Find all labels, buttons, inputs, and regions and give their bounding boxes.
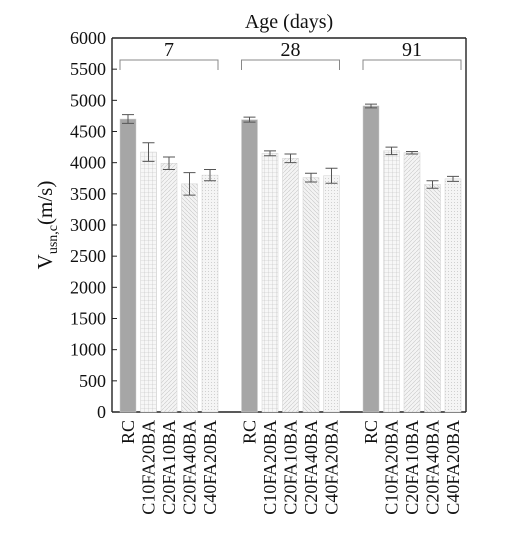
y-tick-label: 5500 — [70, 59, 106, 79]
bar — [403, 152, 421, 413]
x-tick-label: C10FA20BA — [382, 420, 402, 515]
age-group-label: 7 — [164, 39, 174, 61]
y-tick-label: 1500 — [70, 309, 106, 329]
bars — [119, 105, 462, 413]
y-tick-label: 2000 — [70, 277, 106, 297]
bar — [383, 150, 400, 413]
bar — [160, 163, 178, 413]
error-bar — [426, 180, 439, 189]
error-bar — [204, 169, 216, 182]
age-group-label: 91 — [402, 39, 422, 61]
chart-title: Age (days) — [245, 11, 333, 33]
bar — [119, 118, 137, 413]
bar — [261, 153, 279, 413]
x-tick-label: C40FA20BA — [443, 420, 463, 515]
y-axis-title-main: V — [33, 254, 57, 269]
error-bar — [305, 172, 317, 183]
error-bar — [325, 167, 338, 184]
error-bar — [183, 172, 196, 196]
error-bars — [122, 103, 459, 196]
age-group-label: 28 — [281, 39, 301, 61]
error-bar — [163, 156, 175, 171]
y-axis-title: Vusn,c(m/s) — [33, 181, 61, 270]
age-brackets: 7 28 91 — [119, 39, 462, 70]
x-tick-label: C10FA20BA — [260, 420, 280, 515]
x-tick-label: C20FA10BA — [402, 420, 422, 515]
error-bar — [447, 175, 459, 182]
x-tick-labels: RC C10FA20BA C20FA10BA C20FA40BA C40FA20BA RC… — [118, 420, 463, 515]
x-tick-label: RC — [361, 420, 381, 444]
y-tick-label: 4000 — [70, 153, 106, 173]
x-tick-label: C20FA40BA — [423, 420, 443, 515]
x-tick-label: C40FA20BA — [322, 420, 342, 515]
y-axis-title-subscript: usn,c — [46, 225, 61, 254]
y-ticks: 0 500 1000 1500 2000 2500 3000 3500 4000 4500 5000… — [70, 28, 117, 422]
x-tick-label: C20FA10BA — [281, 420, 301, 515]
y-axis-title-unit: (m/s) — [33, 181, 57, 225]
y-tick-label: 1000 — [70, 340, 106, 360]
y-tick-label: 2500 — [70, 246, 106, 266]
error-bar — [243, 116, 256, 123]
age-bracket — [241, 59, 340, 70]
bar — [241, 119, 258, 413]
y-tick-label: 0 — [97, 402, 106, 422]
bar — [201, 174, 219, 413]
bar — [323, 175, 340, 413]
y-tick-label: 5000 — [70, 90, 106, 110]
bar — [140, 151, 157, 413]
age-bracket — [362, 59, 462, 70]
y-tick-label: 3500 — [70, 184, 106, 204]
error-bar — [365, 103, 377, 109]
bar — [424, 184, 441, 413]
y-tick-label: 500 — [79, 371, 106, 391]
x-tick-label: RC — [118, 420, 138, 444]
error-bar — [142, 142, 155, 162]
error-bar — [406, 150, 418, 155]
y-tick-label: 3000 — [70, 215, 106, 235]
bar — [362, 105, 380, 413]
bar — [181, 183, 198, 413]
x-tick-label: C40FA20BA — [200, 420, 220, 515]
y-tick-label: 6000 — [70, 28, 106, 48]
error-bar — [122, 114, 134, 124]
bar — [444, 178, 462, 413]
x-tick-label: RC — [240, 420, 260, 444]
error-bar — [385, 146, 398, 156]
x-tick-label: C20FA10BA — [159, 420, 179, 515]
age-bracket — [119, 59, 219, 70]
bar — [302, 177, 320, 413]
error-bar — [264, 150, 276, 157]
x-tick-label: C20FA40BA — [301, 420, 321, 515]
x-tick-label: C10FA20BA — [139, 420, 159, 515]
error-bar — [284, 153, 297, 164]
y-tick-label: 4500 — [70, 122, 106, 142]
x-tick-label: C20FA40BA — [180, 420, 200, 515]
bar — [282, 158, 299, 413]
svg-text:Vusn,c(m/s): Vusn,c(m/s) — [33, 181, 61, 270]
